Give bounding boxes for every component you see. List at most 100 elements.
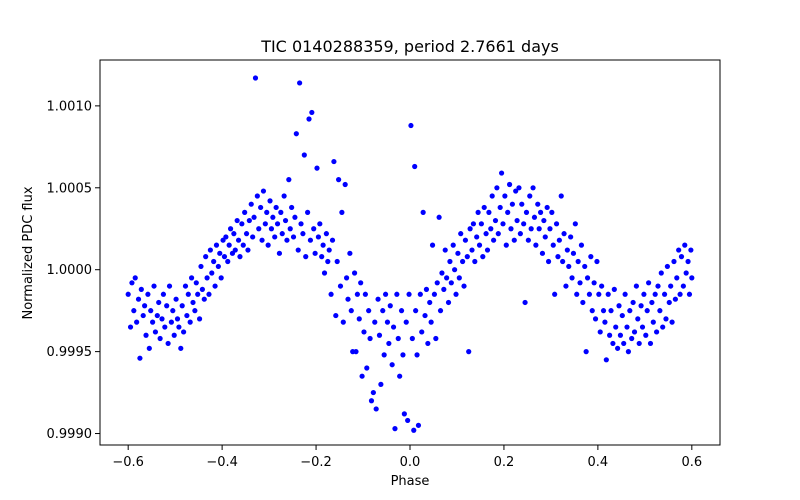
data-point (450, 242, 456, 248)
data-point (276, 250, 283, 256)
data-point (125, 291, 131, 297)
data-point (131, 308, 137, 314)
data-point (437, 308, 444, 314)
data-point (254, 193, 260, 199)
data-point (592, 316, 599, 322)
data-point (509, 201, 515, 207)
data-point (258, 204, 264, 211)
data-point (170, 308, 176, 314)
data-point (232, 247, 238, 253)
data-point (145, 291, 151, 297)
data-point (398, 308, 405, 314)
data-point (533, 242, 539, 248)
data-point (617, 332, 624, 338)
data-point (265, 242, 271, 248)
data-point (550, 242, 556, 248)
data-point (171, 332, 177, 338)
data-point (142, 303, 148, 309)
data-point (140, 312, 146, 319)
data-point (439, 270, 445, 276)
data-point (301, 152, 307, 158)
data-point (403, 319, 409, 325)
data-point (361, 329, 367, 335)
data-point (354, 291, 360, 297)
data-point (234, 217, 240, 224)
data-point (547, 226, 553, 232)
data-point (351, 270, 358, 276)
data-point (321, 270, 328, 276)
data-point (674, 275, 680, 281)
data-point (605, 291, 611, 297)
data-point (646, 280, 652, 286)
data-point (528, 226, 534, 232)
data-point (481, 204, 487, 211)
data-point (630, 299, 636, 306)
data-point (644, 308, 650, 314)
data-point (245, 247, 251, 253)
data-point (542, 234, 548, 240)
data-point (187, 319, 193, 325)
data-point (613, 324, 619, 330)
data-point (434, 280, 440, 286)
data-point (506, 181, 513, 188)
data-point (151, 283, 157, 289)
data-point (348, 308, 354, 314)
data-point (566, 263, 572, 270)
data-point (577, 280, 583, 286)
data-point (375, 296, 381, 302)
data-point (196, 316, 203, 322)
data-point (227, 226, 234, 232)
data-point (677, 291, 683, 297)
data-point (564, 247, 570, 253)
data-point (311, 226, 317, 232)
data-point (419, 329, 425, 335)
data-point (329, 237, 336, 243)
data-point (409, 335, 415, 342)
data-point (575, 258, 581, 265)
data-point (639, 324, 646, 330)
data-point (549, 209, 555, 215)
data-point (157, 335, 163, 342)
data-point (622, 291, 628, 297)
data-point (273, 204, 279, 211)
data-point (460, 258, 466, 265)
data-point (320, 242, 326, 248)
data-point (498, 170, 505, 176)
data-point (333, 312, 339, 319)
data-point (660, 324, 666, 330)
data-point (397, 373, 403, 379)
data-point (295, 247, 301, 253)
data-point (212, 283, 218, 289)
data-point (633, 283, 639, 289)
data-point (143, 332, 149, 338)
data-point (190, 299, 196, 306)
data-point (325, 258, 331, 265)
data-point (259, 237, 265, 243)
data-point (530, 185, 536, 191)
data-point (686, 291, 693, 297)
data-point (621, 340, 627, 347)
data-point (182, 283, 189, 289)
data-point (560, 258, 566, 265)
data-point (156, 299, 162, 306)
x-tick-label: 0.2 (494, 455, 515, 470)
data-point (441, 286, 447, 292)
data-point (650, 319, 656, 325)
data-point (339, 209, 345, 215)
data-point (436, 214, 442, 220)
data-point (467, 226, 473, 232)
data-point (353, 349, 359, 355)
data-point (412, 163, 418, 170)
chart-title: TIC 0140288359, period 2.7661 days (260, 37, 559, 56)
data-point (561, 231, 567, 237)
data-point (340, 319, 346, 325)
data-point (503, 242, 509, 248)
data-point (653, 329, 660, 335)
data-point (619, 312, 625, 319)
data-point (162, 324, 168, 330)
data-point (505, 209, 511, 215)
data-point (683, 270, 689, 276)
data-point (207, 247, 213, 253)
data-point (240, 242, 246, 248)
